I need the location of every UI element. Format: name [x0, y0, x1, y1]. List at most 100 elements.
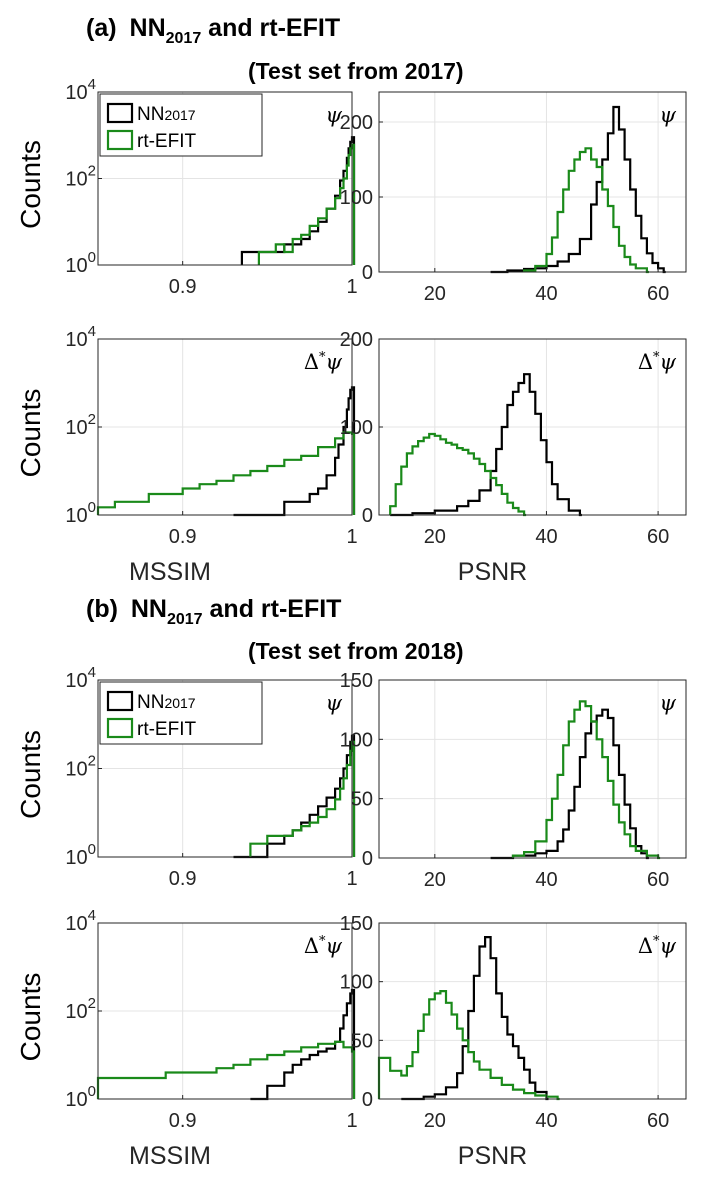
- x-tick-label: 40: [535, 869, 557, 891]
- corner-label: Δ*ψ: [304, 934, 343, 958]
- series-line-NN2017: [490, 105, 666, 274]
- panel-a-psnr-psi: 20 40 60 0 100 200 ψ: [340, 91, 687, 305]
- panel-b-mssim-lap: 0.9 1 100 102 104 Δ*ψ Counts MSSIM: [15, 907, 358, 1170]
- y-tick-label: 50: [351, 789, 373, 811]
- x-tick-label: 20: [424, 1110, 446, 1132]
- series-line-NN2017: [401, 936, 549, 1101]
- y-axis-label: Counts: [15, 389, 46, 478]
- series-line-rt-EFIT: [511, 700, 661, 860]
- series-line-rt-EFIT: [257, 143, 356, 265]
- section-b-subtitle: (Test set from 2018): [248, 638, 464, 664]
- corner-label: ψ: [660, 103, 677, 127]
- y-tick-label: 102: [65, 411, 96, 439]
- y-tick-label: 150: [340, 913, 373, 935]
- y-tick-label: 100: [340, 417, 373, 439]
- y-tick-label: 104: [65, 664, 96, 692]
- y-axis-label: Counts: [15, 730, 46, 819]
- y-tick-label: 150: [340, 670, 373, 692]
- series-line-rt-EFIT: [96, 431, 356, 515]
- corner-label: Δ*ψ: [638, 350, 677, 374]
- axes-box: [378, 91, 687, 273]
- axes-box: [378, 922, 687, 1100]
- x-axis-label: MSSIM: [129, 1142, 211, 1170]
- x-tick-label: 60: [647, 1110, 669, 1132]
- series-line-NN2017: [250, 988, 356, 1101]
- panel-b-mssim-psi: 0.9 1 100 102 104 ψ Counts NN2017 rt-EFIT: [15, 664, 358, 890]
- legend-swatch: [106, 717, 134, 739]
- x-tick-label: 60: [647, 526, 669, 548]
- y-tick-label: 104: [65, 76, 96, 104]
- legend-label: NN2017: [137, 104, 196, 125]
- x-tick-label: 60: [647, 869, 669, 891]
- x-tick-label: 1: [346, 276, 357, 298]
- x-tick-label: 60: [647, 283, 669, 305]
- section-a-subtitle: (Test set from 2017): [248, 58, 464, 84]
- x-tick-label: 1: [346, 868, 357, 890]
- y-tick-label: 100: [65, 249, 96, 277]
- y-tick-label: 100: [65, 1083, 96, 1111]
- y-tick-label: 100: [340, 187, 373, 209]
- x-tick-label: 0.9: [169, 526, 197, 548]
- panel-a-psnr-lap: 20 40 60 0 100 200 Δ*ψ PSNR: [340, 329, 687, 586]
- y-tick-label: 200: [340, 112, 373, 134]
- corner-label: ψ: [660, 691, 677, 715]
- y-tick-label: 100: [65, 841, 96, 869]
- series-line-rt-EFIT: [389, 432, 527, 517]
- axes-box: [378, 679, 687, 859]
- series-line-rt-EFIT: [249, 740, 356, 857]
- x-tick-label: 40: [535, 1110, 557, 1132]
- series-line-rt-EFIT: [377, 990, 560, 1101]
- x-tick-label: 40: [535, 526, 557, 548]
- legend-label: rt-EFIT: [137, 131, 196, 152]
- panel-a-mssim-psi: 0.9 1 100 102 104 ψ Counts NN2017 rt-EFIT: [15, 76, 358, 298]
- y-tick-label: 104: [65, 907, 96, 935]
- corner-label: Δ*ψ: [638, 934, 677, 958]
- legend-label: NN2017: [137, 692, 196, 713]
- panel-a-mssim-lap: 0.9 1 100 102 104 Δ*ψ Counts MSSIM: [15, 323, 358, 586]
- legend-swatch: [106, 102, 134, 124]
- y-tick-label: 100: [340, 729, 373, 751]
- section-b-title: (b) NN2017 and rt-EFIT: [86, 595, 341, 628]
- y-tick-label: 0: [362, 848, 373, 870]
- legend-box: [99, 93, 263, 157]
- y-tick-label: 0: [362, 505, 373, 527]
- y-tick-label: 0: [362, 262, 373, 284]
- x-tick-label: 1: [346, 526, 357, 548]
- y-tick-label: 100: [65, 499, 96, 527]
- y-tick-label: 200: [340, 329, 373, 351]
- corner-label: ψ: [326, 103, 343, 127]
- legend: NN2017 rt-EFIT: [99, 93, 263, 157]
- x-tick-label: 40: [535, 283, 557, 305]
- legend-swatch: [106, 690, 134, 712]
- legend: NN2017 rt-EFIT: [99, 681, 263, 745]
- x-axis-label: PSNR: [458, 1142, 527, 1170]
- panel-b-psnr-lap: 20 40 60 0 50 100 150 Δ*ψ PSNR: [340, 913, 687, 1170]
- corner-label: ψ: [326, 691, 343, 715]
- series-line-rt-EFIT: [96, 1040, 356, 1099]
- x-tick-label: 20: [424, 869, 446, 891]
- legend-swatch: [106, 129, 134, 151]
- series-line-rt-EFIT: [523, 147, 649, 274]
- x-tick-label: 0.9: [169, 276, 197, 298]
- y-axis-label: Counts: [15, 140, 46, 229]
- x-axis-label: PSNR: [458, 558, 527, 586]
- x-tick-label: 1: [346, 1110, 357, 1132]
- y-tick-label: 0: [362, 1089, 373, 1111]
- legend-label: rt-EFIT: [137, 719, 196, 740]
- x-tick-label: 0.9: [169, 1110, 197, 1132]
- series-line-NN2017: [390, 373, 582, 517]
- section-a-title: (a) NN2017 and rt-EFIT: [86, 14, 340, 47]
- y-tick-label: 100: [340, 972, 373, 994]
- x-tick-label: 20: [424, 526, 446, 548]
- y-tick-label: 104: [65, 323, 96, 351]
- x-tick-label: 0.9: [169, 868, 197, 890]
- y-tick-label: 102: [65, 163, 96, 191]
- y-tick-label: 102: [65, 753, 96, 781]
- panel-b-psnr-psi: 20 40 60 0 50 100 150 ψ: [340, 670, 687, 891]
- y-tick-label: 102: [65, 995, 96, 1023]
- x-tick-label: 20: [424, 283, 446, 305]
- y-axis-label: Counts: [15, 973, 46, 1062]
- y-tick-label: 50: [351, 1030, 373, 1052]
